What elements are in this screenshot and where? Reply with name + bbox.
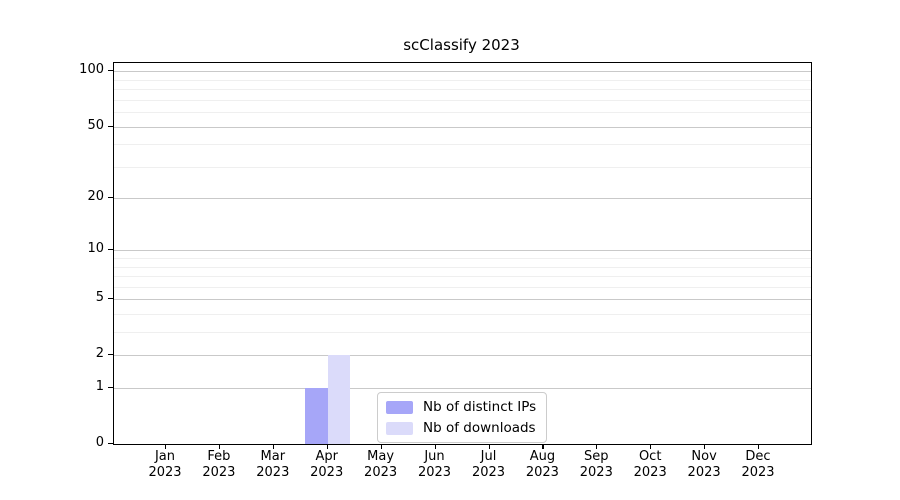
legend: Nb of distinct IPs Nb of downloads	[377, 392, 548, 443]
x-tick-mark	[758, 444, 760, 449]
x-tick-label: Mar 2023	[256, 449, 290, 480]
chart-title: scClassify 2023	[403, 36, 520, 54]
x-tick-label: Nov 2023	[687, 449, 721, 480]
y-tick-mark	[108, 125, 113, 127]
y-tick-label: 50	[87, 117, 104, 133]
x-tick-mark	[218, 444, 221, 449]
y-tick-mark	[108, 443, 113, 445]
x-tick-mark	[542, 444, 544, 449]
gridline-major	[114, 388, 811, 389]
x-tick-label: Apr 2023	[310, 449, 344, 480]
gridline-major	[114, 355, 811, 357]
gridline-minor	[114, 258, 811, 259]
gridline-minor	[114, 314, 811, 315]
gridline-major	[114, 126, 811, 128]
legend-swatch	[386, 421, 413, 435]
y-tick-label: 20	[87, 189, 104, 205]
y-tick-label: 1	[95, 379, 104, 394]
gridline-major	[114, 71, 811, 73]
gridline-major	[114, 250, 811, 252]
gridline-minor	[114, 99, 811, 101]
x-tick-label: Sep 2023	[579, 449, 613, 480]
x-tick-label: Jan 2023	[148, 449, 182, 480]
y-tick-label: 0	[95, 435, 104, 450]
legend-row: Nb of distinct IPs	[386, 399, 536, 415]
x-tick-mark	[326, 444, 328, 449]
y-tick-mark	[108, 249, 113, 251]
x-tick-mark	[380, 444, 382, 449]
gridline-minor	[114, 144, 811, 146]
gridline-minor	[114, 332, 811, 333]
gridline-major	[114, 198, 811, 200]
x-tick-label: Jul 2023	[471, 449, 506, 480]
gridline-major	[114, 299, 811, 301]
y-tick-mark	[108, 354, 113, 356]
legend-label: Nb of distinct IPs	[423, 399, 537, 415]
x-tick-label: Jun 2023	[417, 449, 452, 480]
y-tick-label: 10	[87, 241, 104, 257]
x-tick-mark	[596, 444, 598, 449]
bar-downloads	[327, 355, 351, 444]
y-tick-mark	[108, 387, 113, 389]
x-tick-mark	[488, 444, 490, 449]
x-tick-label: Feb 2023	[202, 449, 236, 480]
plot-area: Nb of distinct IPs Nb of downloads	[113, 62, 812, 445]
y-tick-label: 100	[79, 62, 104, 78]
gridline-minor	[114, 286, 811, 288]
gridline-minor	[114, 79, 811, 81]
y-tick-mark	[108, 197, 113, 199]
x-tick-label: Aug 2023	[525, 449, 559, 480]
x-tick-mark	[650, 444, 652, 449]
y-tick-mark	[108, 298, 113, 300]
gridline-minor	[114, 112, 811, 113]
bar-distinct-ips	[305, 388, 328, 444]
x-tick-mark	[272, 444, 274, 449]
x-tick-mark	[704, 444, 706, 449]
gridline-minor	[114, 166, 811, 168]
x-tick-mark	[165, 444, 167, 449]
legend-swatch	[386, 400, 413, 414]
gridline-minor	[114, 266, 811, 268]
x-tick-label: Oct 2023	[633, 449, 667, 480]
x-tick-mark	[434, 444, 436, 449]
legend-row: Nb of downloads	[386, 420, 536, 436]
y-tick-label: 5	[95, 290, 104, 306]
x-tick-label: May 2023	[364, 449, 398, 480]
legend-label: Nb of downloads	[423, 420, 536, 436]
gridline-minor	[114, 276, 811, 278]
x-tick-label: Dec 2023	[741, 449, 775, 480]
gridline-minor	[114, 89, 811, 91]
y-tick-mark	[108, 70, 113, 72]
y-tick-label: 2	[95, 346, 104, 362]
